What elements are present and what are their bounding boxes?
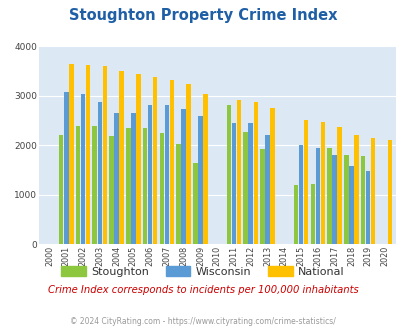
Bar [337,127,341,244]
Bar [69,64,73,244]
Bar [102,67,107,244]
Bar [59,135,63,244]
Bar [348,167,353,244]
Bar [136,75,140,244]
Bar [332,154,336,244]
Bar [360,156,364,244]
Bar [270,108,274,244]
Text: Stoughton Property Crime Index: Stoughton Property Crime Index [68,8,337,23]
Bar [260,149,264,244]
Bar [370,138,375,244]
Bar [365,172,369,244]
Bar [92,126,97,244]
Bar [310,184,314,244]
Bar [126,128,130,244]
Bar [64,92,68,244]
Bar [159,133,164,244]
Bar [81,94,85,244]
Bar [193,163,197,244]
Legend: Stoughton, Wisconsin, National: Stoughton, Wisconsin, National [57,261,348,281]
Bar [176,144,181,244]
Bar [293,185,298,244]
Text: Crime Index corresponds to incidents per 100,000 inhabitants: Crime Index corresponds to incidents per… [47,285,358,295]
Bar [315,148,319,244]
Bar [236,100,241,244]
Bar [181,109,185,244]
Bar [387,140,391,244]
Bar [114,113,119,244]
Bar [109,136,113,244]
Bar [143,128,147,244]
Bar [119,72,124,244]
Bar [147,105,152,244]
Bar [85,65,90,244]
Bar [226,105,230,244]
Bar [153,77,157,244]
Text: © 2024 CityRating.com - https://www.cityrating.com/crime-statistics/: © 2024 CityRating.com - https://www.city… [70,317,335,326]
Bar [253,102,258,244]
Bar [243,132,247,244]
Bar [343,155,348,244]
Bar [76,126,80,244]
Bar [97,102,102,244]
Bar [303,120,308,244]
Bar [353,135,358,244]
Bar [298,145,303,244]
Bar [326,148,331,244]
Bar [264,135,269,244]
Bar [169,80,174,244]
Bar [198,116,202,244]
Bar [164,105,169,244]
Bar [320,122,324,244]
Bar [186,84,190,244]
Bar [248,123,252,244]
Bar [203,94,207,244]
Bar [231,123,236,244]
Bar [131,113,135,244]
